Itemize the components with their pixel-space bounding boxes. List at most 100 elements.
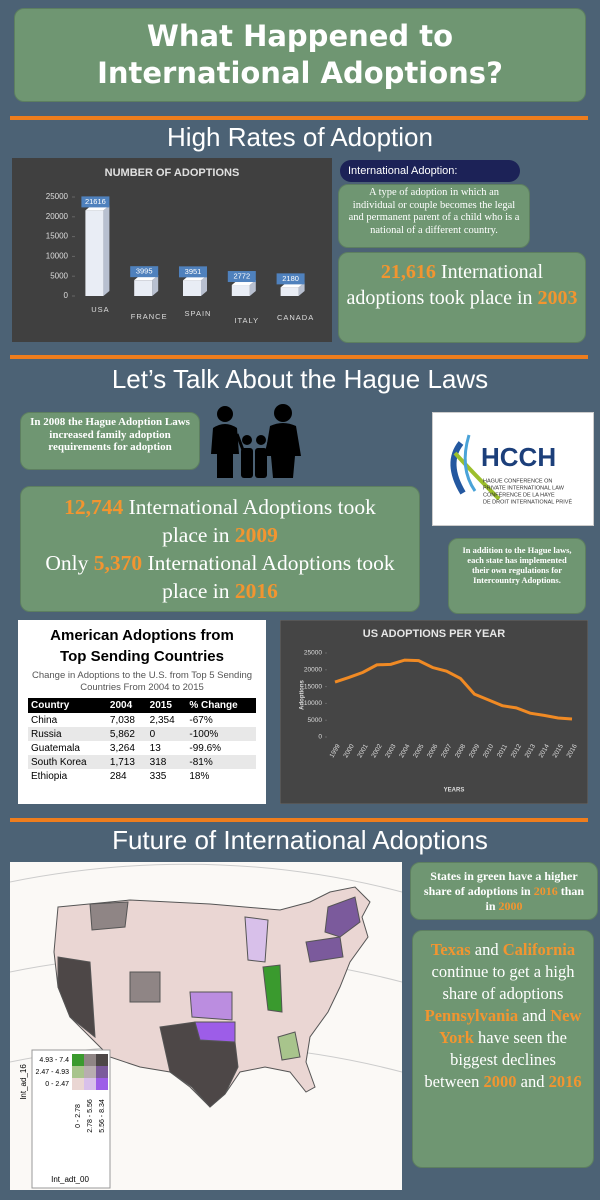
logo-line: HAGUE CONFERENCE ON (483, 478, 552, 484)
text-segment: International Adoptions took place in (142, 551, 395, 603)
text-segment: 2016 (533, 884, 558, 898)
state-co (129, 971, 161, 1003)
table-cell: Guatemala (31, 742, 80, 754)
text-segment: 5,370 (93, 551, 143, 575)
y-tick-label: 25000 (46, 192, 69, 201)
bar-side (152, 275, 159, 296)
x-tick-label: CANADA (277, 313, 314, 322)
chart-bg (280, 620, 588, 804)
x-tick-label: SPAIN (185, 309, 212, 318)
value-label-bg (276, 273, 305, 285)
value-label: 21616 (85, 197, 106, 206)
table-title: American Adoptions from Top Sending Coun… (50, 627, 234, 665)
rich-text: Only 5,370 International Adoptions took … (45, 549, 395, 605)
stat-hague: 12,744 International Adoptions took plac… (20, 486, 420, 612)
logo-line: PRIVATE INTERNATIONAL LAW (483, 485, 565, 491)
divider (10, 355, 588, 359)
table-subtitle: Change in Adoptions to the U.S. from Top… (31, 670, 253, 693)
table-cell: 335 (149, 770, 167, 782)
state-al (277, 1031, 301, 1061)
y-tick-label: 15000 (46, 232, 69, 241)
table-cell: 0 (146, 727, 187, 741)
rich-text: 21,616 International adoptions took plac… (346, 261, 577, 309)
text-segment: have seen the biggest declines between (424, 1028, 567, 1091)
x-tick-label: ITALY (234, 316, 259, 325)
text-segment: and (518, 1006, 551, 1025)
text-segment: International adoptions took place in (346, 261, 544, 309)
table-header-row: Country 2004 2015% Change (28, 698, 256, 713)
text-segment: California (502, 940, 576, 959)
table-header-cell: % Change (186, 698, 256, 713)
future-note: Texas and California continue to get a h… (412, 930, 594, 1168)
x-axis-label: YEARS (444, 788, 465, 794)
title: What Happened to International Adoptions… (97, 19, 503, 90)
value-label: 3951 (185, 267, 202, 276)
legend-x-label: 5.56 - 8.34 (99, 1099, 106, 1133)
state-wi (244, 916, 269, 963)
text-segment: and (516, 1072, 549, 1091)
state-il (262, 964, 283, 1013)
y-tick-label: 25000 (304, 650, 322, 657)
text-segment: Texas (430, 940, 471, 959)
table-cell: 284 (109, 770, 127, 782)
text-segment: 2000 (483, 1072, 517, 1091)
legend-x-label: 2.78 - 5.56 (87, 1099, 94, 1133)
table-cell: 1,713 (106, 755, 147, 769)
y-tick-label: 20000 (304, 667, 322, 674)
table-cell: -99.6% (189, 742, 222, 754)
state-pa (305, 936, 344, 963)
table-cell: 18% (189, 770, 210, 782)
logo-line: CONFÉRENCE DE LA HAYE (483, 491, 555, 498)
value-label: 3995 (136, 267, 153, 276)
legend-y-label: 0 - 2.47 (45, 1081, 69, 1088)
bar (280, 287, 299, 296)
state-or (89, 901, 129, 931)
bar-side (103, 205, 110, 296)
x-tick-label: USA (91, 305, 109, 314)
family-icon (211, 404, 301, 478)
bar (85, 210, 104, 296)
legend-swatch (84, 1054, 96, 1066)
table-cell: China (31, 714, 58, 726)
text-segment: 12,744 (64, 495, 124, 519)
definition-text: A type of adoption in which an individua… (338, 184, 530, 248)
map-legend: Int_ad_16 Int_adt_00 4.93 - 7.4 2.47 - 4.… (19, 1049, 111, 1189)
y-axis-label: Adoptions (300, 680, 306, 710)
table-header-cell: Country (28, 698, 107, 713)
y-tick-label: 5000 (308, 717, 323, 724)
table-cell: 2,354 (149, 714, 175, 726)
rich-text: 12,744 International Adoptions took plac… (45, 493, 395, 549)
value-label-bg (179, 266, 207, 278)
rich-text: Texas and California continue to get a h… (424, 940, 581, 1091)
legend-y-label: 4.93 - 7.4 (39, 1057, 69, 1064)
table-cell: 7,038 (109, 714, 135, 726)
section-heading: High Rates of Adoption (167, 122, 433, 152)
table-cell: -81% (186, 755, 256, 769)
table-row: China 7,038 2,354 -67% (28, 713, 256, 727)
table-cell: 318 (146, 755, 187, 769)
legend-swatch (96, 1066, 108, 1078)
value-label: 2180 (282, 274, 299, 283)
divider (10, 818, 588, 822)
hague-note: In 2008 the Hague Adoption Laws increase… (20, 412, 200, 470)
text-segment: Only (45, 551, 94, 575)
table-cell: -100% (186, 727, 256, 741)
text-segment: States in green have a higher share of a… (423, 869, 578, 898)
bar (231, 285, 250, 296)
y-tick-label: 10000 (46, 252, 69, 261)
y-tick-label: 5000 (50, 271, 68, 280)
table-cell: 3,264 (109, 742, 135, 754)
value-label-bg (130, 266, 159, 278)
legend-y-label: 2.47 - 4.93 (36, 1069, 70, 1076)
divider (10, 116, 588, 120)
text-segment: 2003 (537, 287, 578, 309)
legend-swatch (72, 1078, 84, 1090)
table-header-cell: 2015 (146, 698, 187, 713)
state-note: In addition to the Hague laws, each stat… (448, 538, 586, 614)
text-segment: 21,616 (380, 261, 436, 283)
table-cell: Russia (28, 727, 107, 741)
text-segment: 2000 (498, 899, 523, 913)
state-ny (324, 896, 361, 938)
logo-art: HCCH HAGUE CONFERENCE ON PRIVATE INTERNA… (450, 434, 572, 505)
